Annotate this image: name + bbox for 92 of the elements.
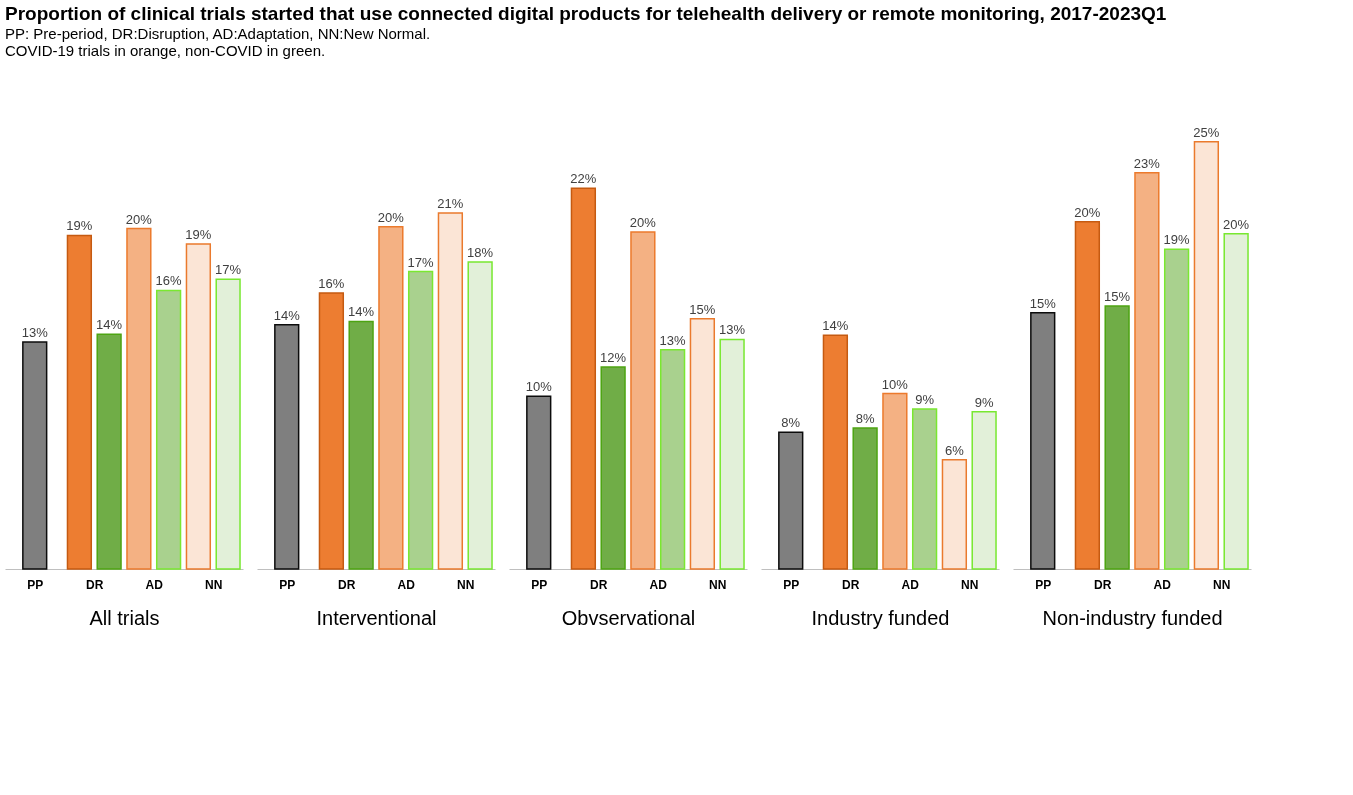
data-label: 20% xyxy=(1223,216,1250,232)
x-tick-label: PP xyxy=(531,577,548,592)
bar xyxy=(378,226,404,570)
data-label: 17% xyxy=(407,254,435,270)
data-label: 19% xyxy=(1163,232,1191,248)
data-label: 19% xyxy=(185,227,212,243)
bar xyxy=(1223,232,1249,570)
x-tick-label: AD xyxy=(901,577,920,592)
x-tick-label: AD xyxy=(1153,577,1172,592)
text: Proportion of clinical trials started that use connected digital products for telehealth delivery or remote monitoring, 2017-2023Q1 xyxy=(5,3,1167,24)
bar xyxy=(407,270,434,570)
data-label: 20% xyxy=(125,211,153,227)
x-axis-title: All trials xyxy=(89,606,160,629)
bar xyxy=(155,289,182,570)
data-label: 6% xyxy=(944,442,965,458)
data-label: 15% xyxy=(1029,295,1057,311)
data-label: 13% xyxy=(21,325,49,341)
x-tick-label: DR xyxy=(86,577,104,592)
bar xyxy=(467,261,493,570)
x-axis-title: Industry funded xyxy=(811,606,950,629)
bar xyxy=(437,212,464,570)
data-label: 9% xyxy=(974,394,994,410)
bar xyxy=(1134,171,1160,570)
data-label: 10% xyxy=(525,379,553,395)
data-label: 14% xyxy=(822,318,849,334)
data-label: 14% xyxy=(348,304,375,320)
bar xyxy=(570,187,597,570)
data-label: 20% xyxy=(629,215,657,230)
data-label: 9% xyxy=(915,392,935,408)
bar xyxy=(1074,220,1101,570)
bar xyxy=(852,427,878,570)
x-tick-label: PP xyxy=(279,577,296,592)
x-tick-label: NN xyxy=(1213,577,1231,592)
data-label: 13% xyxy=(719,322,746,338)
data-label: 16% xyxy=(318,276,345,292)
bar xyxy=(911,408,938,570)
data-label: 15% xyxy=(689,301,716,317)
data-label: 22% xyxy=(570,171,597,187)
data-label: 16% xyxy=(155,273,183,289)
bar xyxy=(822,334,849,570)
data-label: 14% xyxy=(273,307,301,323)
bar xyxy=(126,227,152,570)
x-tick-label: NN xyxy=(205,577,223,592)
x-tick-label: DR xyxy=(842,577,860,592)
x-tick-label: PP xyxy=(27,577,44,592)
bar xyxy=(96,333,122,570)
x-tick-label: NN xyxy=(961,577,979,592)
x-tick-label: DR xyxy=(338,577,356,592)
x-tick-label: PP xyxy=(783,577,800,592)
bar xyxy=(1163,248,1190,570)
x-tick-label: AD xyxy=(397,577,416,592)
data-label: 20% xyxy=(1074,204,1101,220)
data-label: 20% xyxy=(377,209,405,225)
bar xyxy=(318,292,345,570)
x-axis-title: Interventional xyxy=(316,606,437,629)
chart-subtitle: PP: Pre-period, DR:Disruption, AD:Adaptation, NN:New Normal. COVID-19 trials in orange, non-COVID in green. xyxy=(5,25,431,59)
data-label: 13% xyxy=(659,332,687,348)
bar xyxy=(185,243,212,570)
x-axis-title: Non-industry funded xyxy=(1042,606,1223,629)
data-label: 10% xyxy=(881,376,909,392)
bar xyxy=(600,366,626,570)
x-axis-title: Obvservational xyxy=(561,606,696,629)
x-tick-label: NN xyxy=(457,577,475,592)
data-label: 21% xyxy=(437,196,464,212)
bar xyxy=(971,410,997,570)
x-tick-label: DR xyxy=(590,577,608,592)
bar xyxy=(719,338,745,570)
data-label: 8% xyxy=(855,411,875,427)
x-tick-label: AD xyxy=(145,577,164,592)
bar xyxy=(689,318,716,570)
data-label: 25% xyxy=(1193,124,1220,140)
data-label: 12% xyxy=(600,349,627,365)
x-tick-label: DR xyxy=(1094,577,1112,592)
bar xyxy=(630,231,656,570)
bar xyxy=(1193,140,1220,570)
data-label: 18% xyxy=(467,245,494,261)
data-label: 14% xyxy=(96,317,123,333)
data-label: 19% xyxy=(66,218,93,234)
bar xyxy=(659,349,686,570)
bar xyxy=(66,234,93,570)
bar xyxy=(882,392,908,570)
bar xyxy=(941,459,968,570)
data-label: 17% xyxy=(215,262,242,278)
x-tick-label: NN xyxy=(709,577,727,592)
x-tick-label: PP xyxy=(1035,577,1052,592)
bar xyxy=(1104,305,1130,570)
data-label: 23% xyxy=(1133,155,1161,171)
bar xyxy=(215,278,241,570)
data-label: 15% xyxy=(1104,288,1131,304)
bar xyxy=(348,320,374,570)
x-tick-label: AD xyxy=(649,577,668,592)
data-label: 8% xyxy=(781,415,801,431)
